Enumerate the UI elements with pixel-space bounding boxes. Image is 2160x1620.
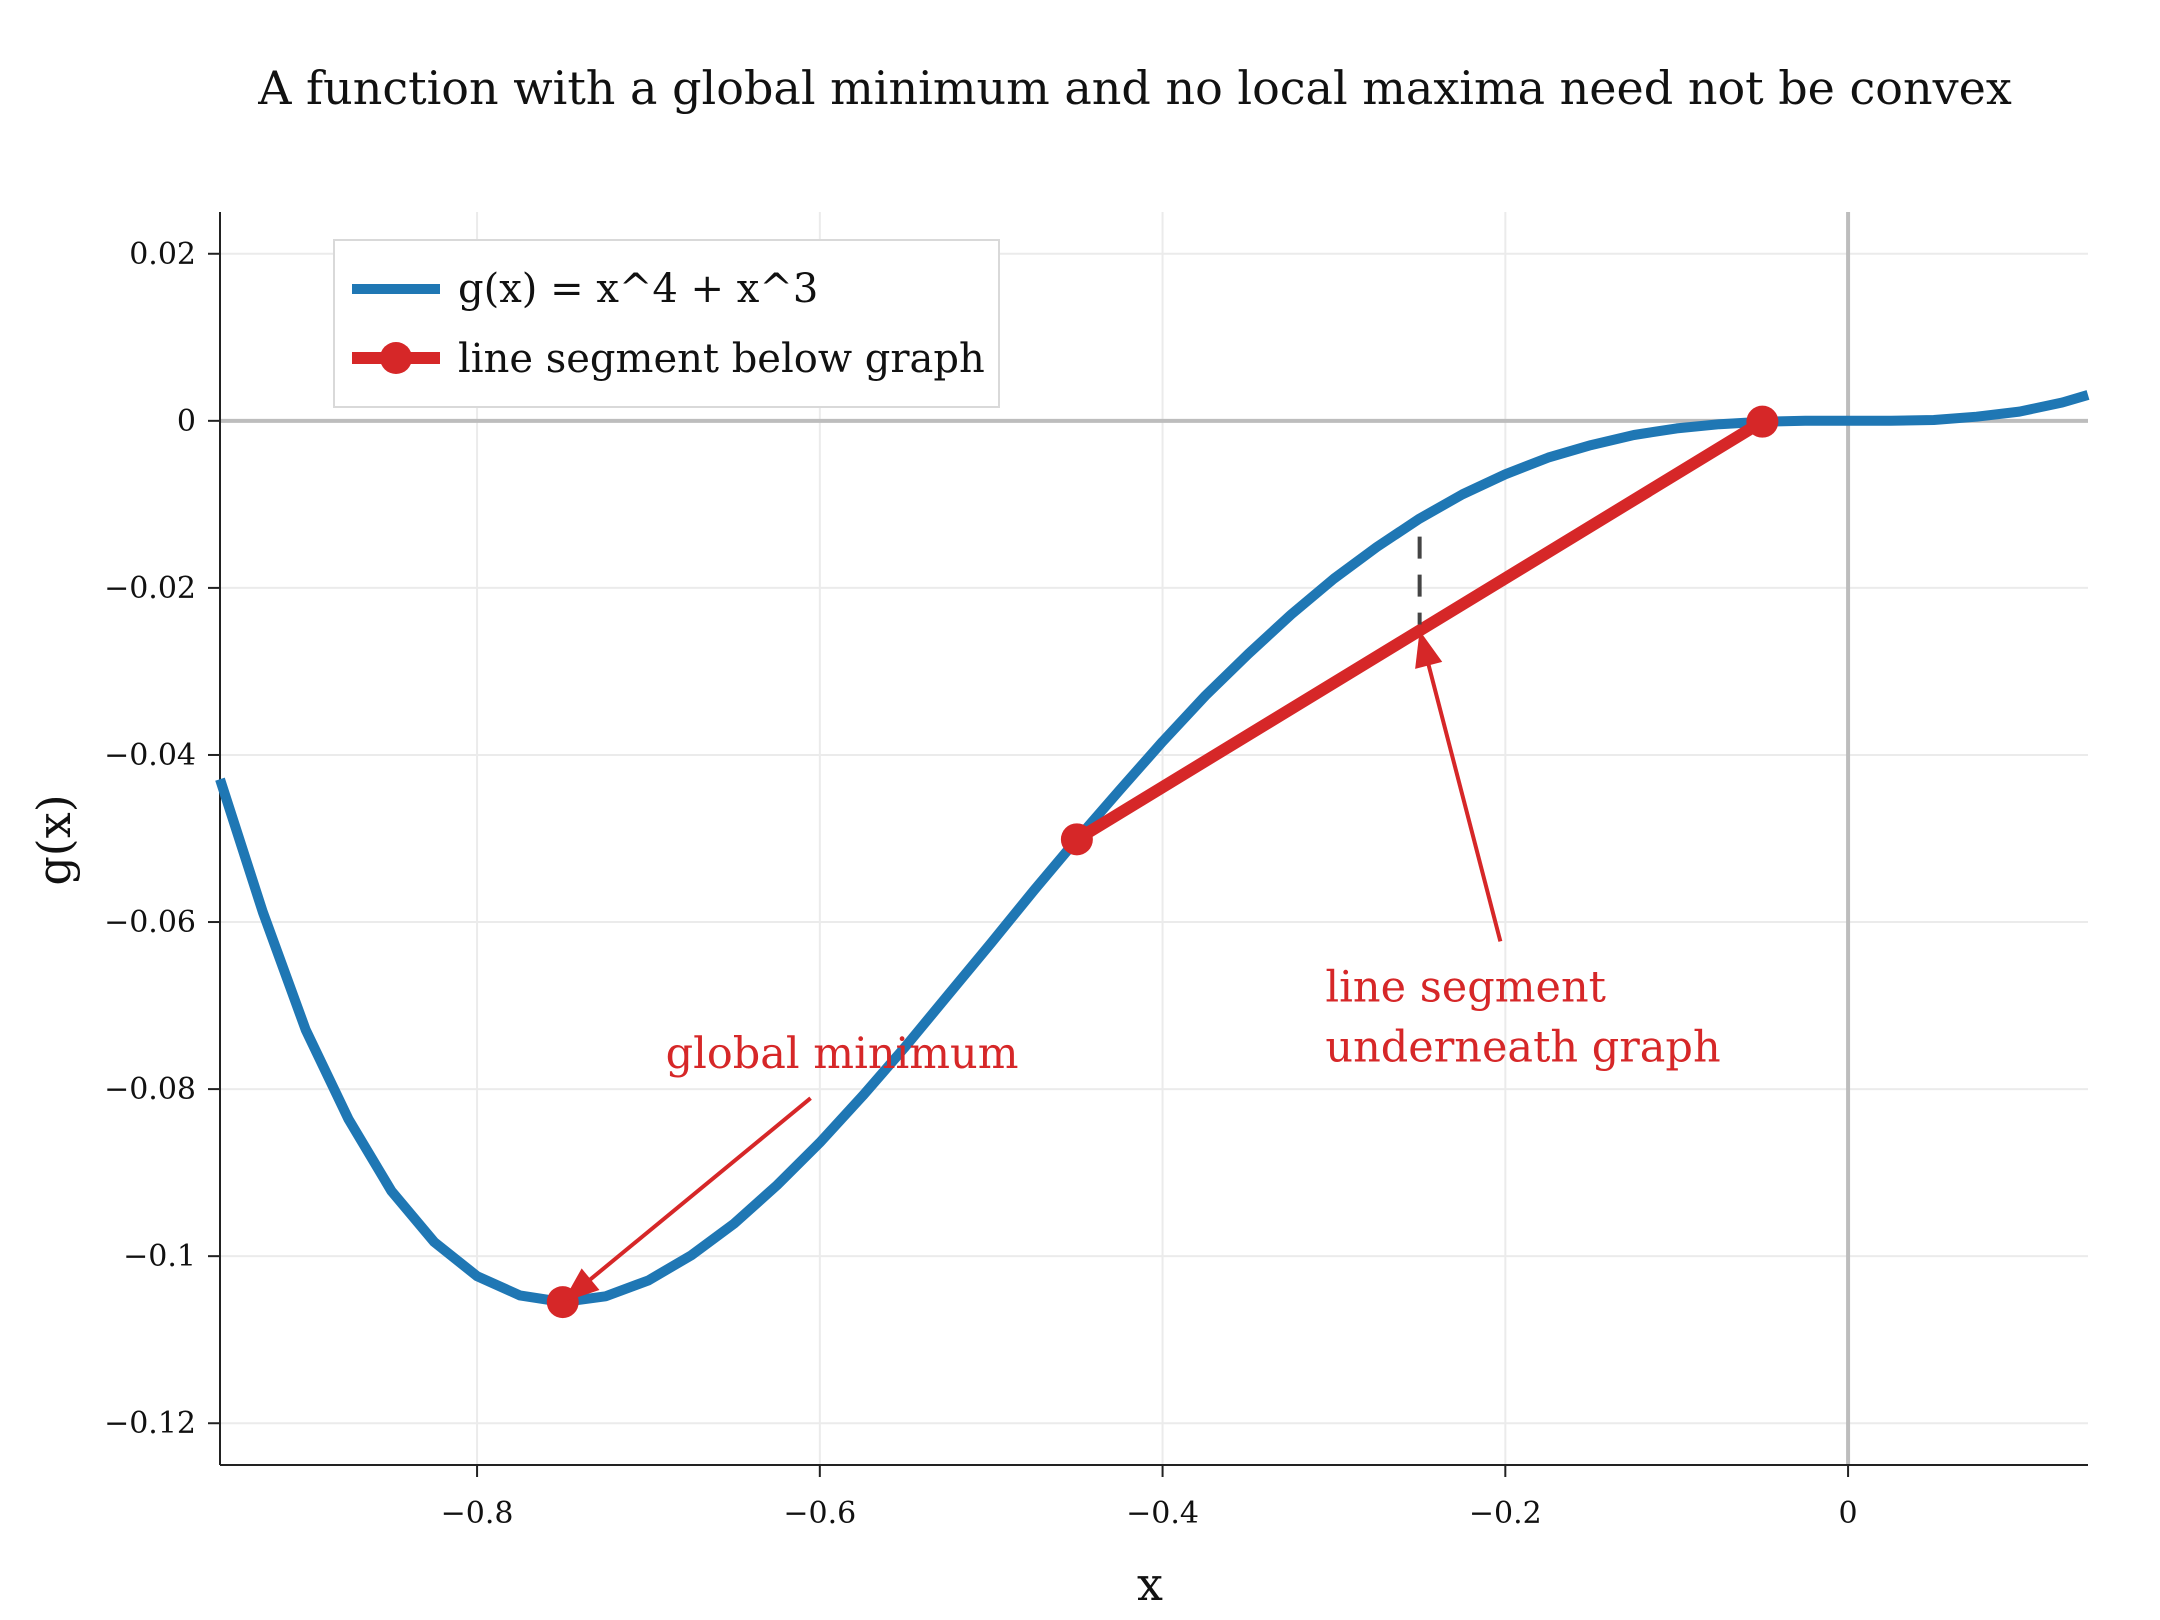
y-tick-label: 0.02: [129, 237, 196, 272]
chart-title: A function with a global minimum and no …: [257, 61, 2012, 115]
annotation-arrowhead: [562, 1268, 600, 1303]
legend-box: [333, 239, 1000, 408]
annotation-text: line segment: [1325, 962, 1606, 1012]
annotation-arrow: [572, 1096, 812, 1295]
plot-area: [215, 390, 2090, 1319]
annotation-text: underneath graph: [1325, 1022, 1720, 1072]
x-tick-label: 0: [1839, 1496, 1858, 1531]
annotation-text: global minimum: [666, 1029, 1019, 1079]
annotation-arrow: [1421, 643, 1503, 942]
y-tick-label: −0.04: [104, 738, 196, 773]
legend-segment-label: line segment below graph: [458, 336, 985, 382]
ticks: −0.8 −0.6 −0.4 −0.2 0 0.02 0 −0.02 −0.04 −0.06 −0.…: [104, 237, 1858, 1531]
y-tick-label: 0: [177, 404, 196, 439]
y-tick-label: −0.1: [123, 1239, 196, 1274]
x-tick-label: −0.2: [1469, 1496, 1542, 1531]
legend-segment-marker: [380, 342, 412, 374]
y-tick-label: −0.12: [104, 1406, 196, 1441]
legend: g(x) = x^4 + x^3 line segment below grap…: [333, 239, 1000, 408]
x-tick-label: −0.8: [441, 1496, 514, 1531]
x-tick-label: −0.6: [783, 1496, 856, 1531]
data-point-marker: [1060, 823, 1093, 856]
annotations: global minimum line segment underneath gra…: [562, 630, 1721, 1303]
annotation-arrowhead: [1415, 630, 1443, 669]
x-tick-label: −0.4: [1126, 1496, 1199, 1531]
legend-function-label: g(x) = x^4 + x^3: [458, 266, 818, 312]
y-tick-label: −0.02: [104, 571, 196, 606]
y-tick-label: −0.06: [104, 905, 196, 940]
series-line-function: [215, 390, 2090, 1308]
data-point-marker: [1746, 405, 1779, 438]
x-axis-label: x: [1137, 1557, 1163, 1611]
y-tick-label: −0.08: [104, 1072, 196, 1107]
y-axis-label: g(x): [27, 794, 81, 885]
